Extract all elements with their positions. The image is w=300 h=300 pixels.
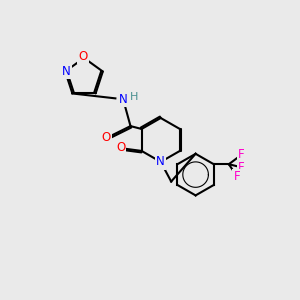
Text: N: N: [156, 155, 165, 168]
Text: N: N: [62, 65, 71, 78]
Text: O: O: [78, 50, 88, 63]
Text: F: F: [238, 148, 245, 161]
Text: H: H: [130, 92, 138, 102]
Text: F: F: [234, 170, 240, 183]
Text: N: N: [119, 93, 128, 106]
Text: F: F: [238, 161, 245, 174]
Text: O: O: [101, 131, 111, 144]
Text: O: O: [116, 141, 125, 154]
